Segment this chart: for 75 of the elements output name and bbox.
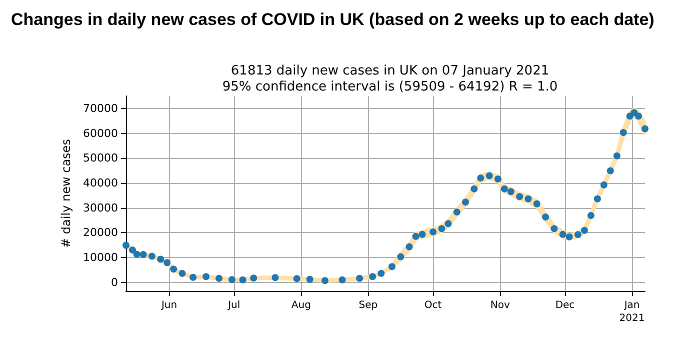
point (157, 256, 164, 263)
point (635, 112, 642, 120)
point (170, 266, 178, 273)
point (516, 193, 524, 200)
point (321, 277, 328, 284)
point (148, 252, 156, 260)
point (600, 181, 608, 188)
point (164, 259, 171, 266)
point (430, 228, 437, 236)
point (388, 263, 396, 270)
point (494, 175, 502, 182)
point (453, 208, 460, 216)
point (620, 129, 627, 136)
y-tick-label: 10000 (83, 250, 118, 264)
point (550, 225, 558, 232)
point (533, 200, 540, 208)
x-tick-label: Aug (291, 300, 311, 311)
y-tick-label: 50000 (83, 152, 118, 165)
y-tick-label: 20000 (83, 226, 118, 240)
point (140, 250, 147, 258)
point (470, 185, 478, 192)
point (272, 274, 279, 282)
point (202, 273, 210, 280)
point (559, 230, 566, 238)
point (462, 198, 470, 206)
point (178, 270, 186, 277)
x-tick-label: Jun (160, 300, 178, 311)
point (438, 225, 446, 232)
chart-subtitle: 61813 daily new cases in UK on 07 January 2021 95% confidence interval is (59509 - 64192) R = 1.0 (222, 64, 558, 94)
point (574, 231, 582, 238)
y-tick-label: 30000 (83, 201, 118, 214)
y-tick-label: 60000 (83, 126, 118, 140)
point (418, 230, 426, 238)
point (642, 125, 648, 132)
point (190, 274, 197, 281)
point (566, 233, 573, 240)
y-tick-label: 0 (111, 276, 118, 289)
point (542, 213, 550, 220)
point (293, 275, 300, 282)
point (500, 185, 508, 192)
point (594, 195, 601, 202)
point (306, 276, 314, 283)
point (580, 226, 588, 234)
point (128, 246, 136, 254)
point (397, 253, 404, 260)
y-axis-title: # daily new cases (59, 139, 74, 248)
x-tick-label: Dec (555, 300, 575, 311)
point (239, 276, 246, 284)
point (486, 172, 493, 180)
x-tick-label: Jan 2021 (619, 300, 645, 324)
point (613, 152, 620, 160)
point (587, 212, 594, 219)
point (250, 274, 258, 282)
x-tick-label: Jul (227, 300, 240, 311)
x-tick-label: Nov (490, 300, 510, 311)
x-tick-label: Oct (424, 300, 442, 311)
point (524, 195, 532, 202)
point (477, 174, 484, 182)
point (215, 274, 222, 282)
point (606, 167, 614, 174)
point (228, 276, 236, 284)
chart-title: Changes in daily new cases of COVID in UK (based on 2 weeks up to each date) (11, 10, 654, 29)
x-tick-label: Sep (358, 300, 378, 311)
point (338, 276, 346, 284)
point (406, 243, 413, 250)
point (412, 232, 420, 240)
point (356, 274, 364, 282)
y-tick-label: 70000 (83, 102, 118, 115)
point (507, 188, 514, 196)
point (122, 242, 130, 249)
point (378, 270, 385, 277)
point (444, 220, 452, 228)
y-tick-label: 40000 (83, 176, 118, 190)
point (369, 273, 376, 280)
point (133, 250, 140, 258)
